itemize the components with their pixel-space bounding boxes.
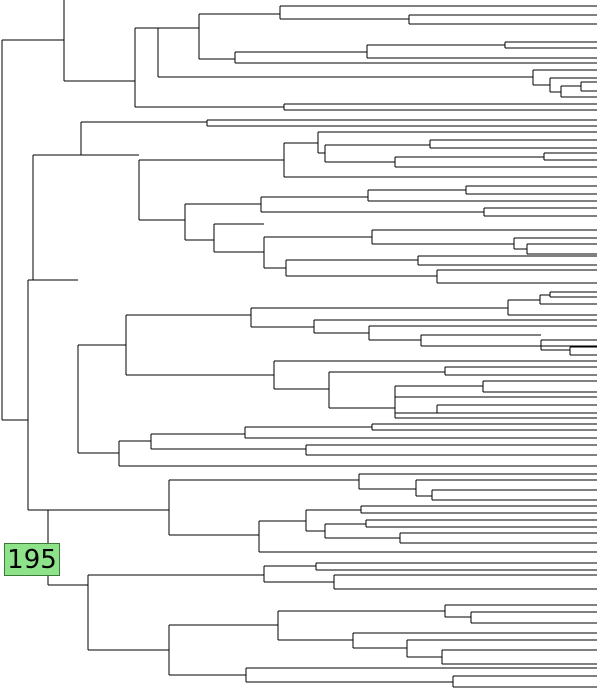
node-label-badge[interactable]: 195 <box>4 543 60 576</box>
